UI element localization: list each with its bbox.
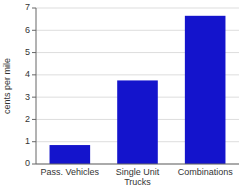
grid <box>36 8 239 164</box>
grid-line <box>36 164 239 165</box>
y-tick <box>32 30 36 31</box>
y-tick <box>32 74 36 75</box>
x-tick-label-line: Pass. Vehicles <box>41 167 100 177</box>
x-tick-label-line: Single Unit <box>116 167 160 177</box>
y-tick-label: 0 <box>25 158 30 168</box>
x-tick-label-line: Combinations <box>178 167 234 177</box>
y-axis: 0 1 2 3 4 5 6 7 <box>25 2 36 168</box>
bars <box>50 16 226 164</box>
x-tick-label: Combinations <box>178 167 234 177</box>
y-tick-label: 7 <box>25 2 30 12</box>
bar <box>50 145 91 164</box>
y-tick <box>32 8 36 9</box>
y-tick-label: 4 <box>25 69 30 79</box>
y-tick <box>32 164 36 165</box>
y-tick-label: 3 <box>25 92 30 102</box>
x-tick-label: Single UnitTrucks <box>116 167 160 187</box>
y-tick <box>32 97 36 98</box>
page: {"chart_data": {"type": "bar", "categori… <box>0 0 247 194</box>
x-tick-label-line: Trucks <box>124 177 151 187</box>
y-tick <box>32 141 36 142</box>
y-axis-label: cents per mile <box>2 58 12 114</box>
chart-container: 0 1 2 3 4 5 6 7 Pass. Vehicles Single UnitTrucks C… <box>0 0 247 194</box>
y-axis-line <box>36 8 37 164</box>
y-tick-label: 5 <box>25 47 30 57</box>
grid-line <box>36 8 239 9</box>
x-axis: Pass. Vehicles Single UnitTrucks Combinati… <box>41 167 234 187</box>
y-tick-label: 2 <box>25 114 30 124</box>
x-axis-line <box>36 164 239 165</box>
chart-svg: 0 1 2 3 4 5 6 7 Pass. Vehicles Single UnitTrucks C… <box>0 0 247 194</box>
y-tick <box>32 119 36 120</box>
x-tick-label: Pass. Vehicles <box>41 167 100 177</box>
bar <box>185 16 226 164</box>
y-tick-label: 6 <box>25 25 30 35</box>
y-tick <box>32 52 36 53</box>
bar <box>117 80 158 164</box>
y-tick-label: 1 <box>25 136 30 146</box>
